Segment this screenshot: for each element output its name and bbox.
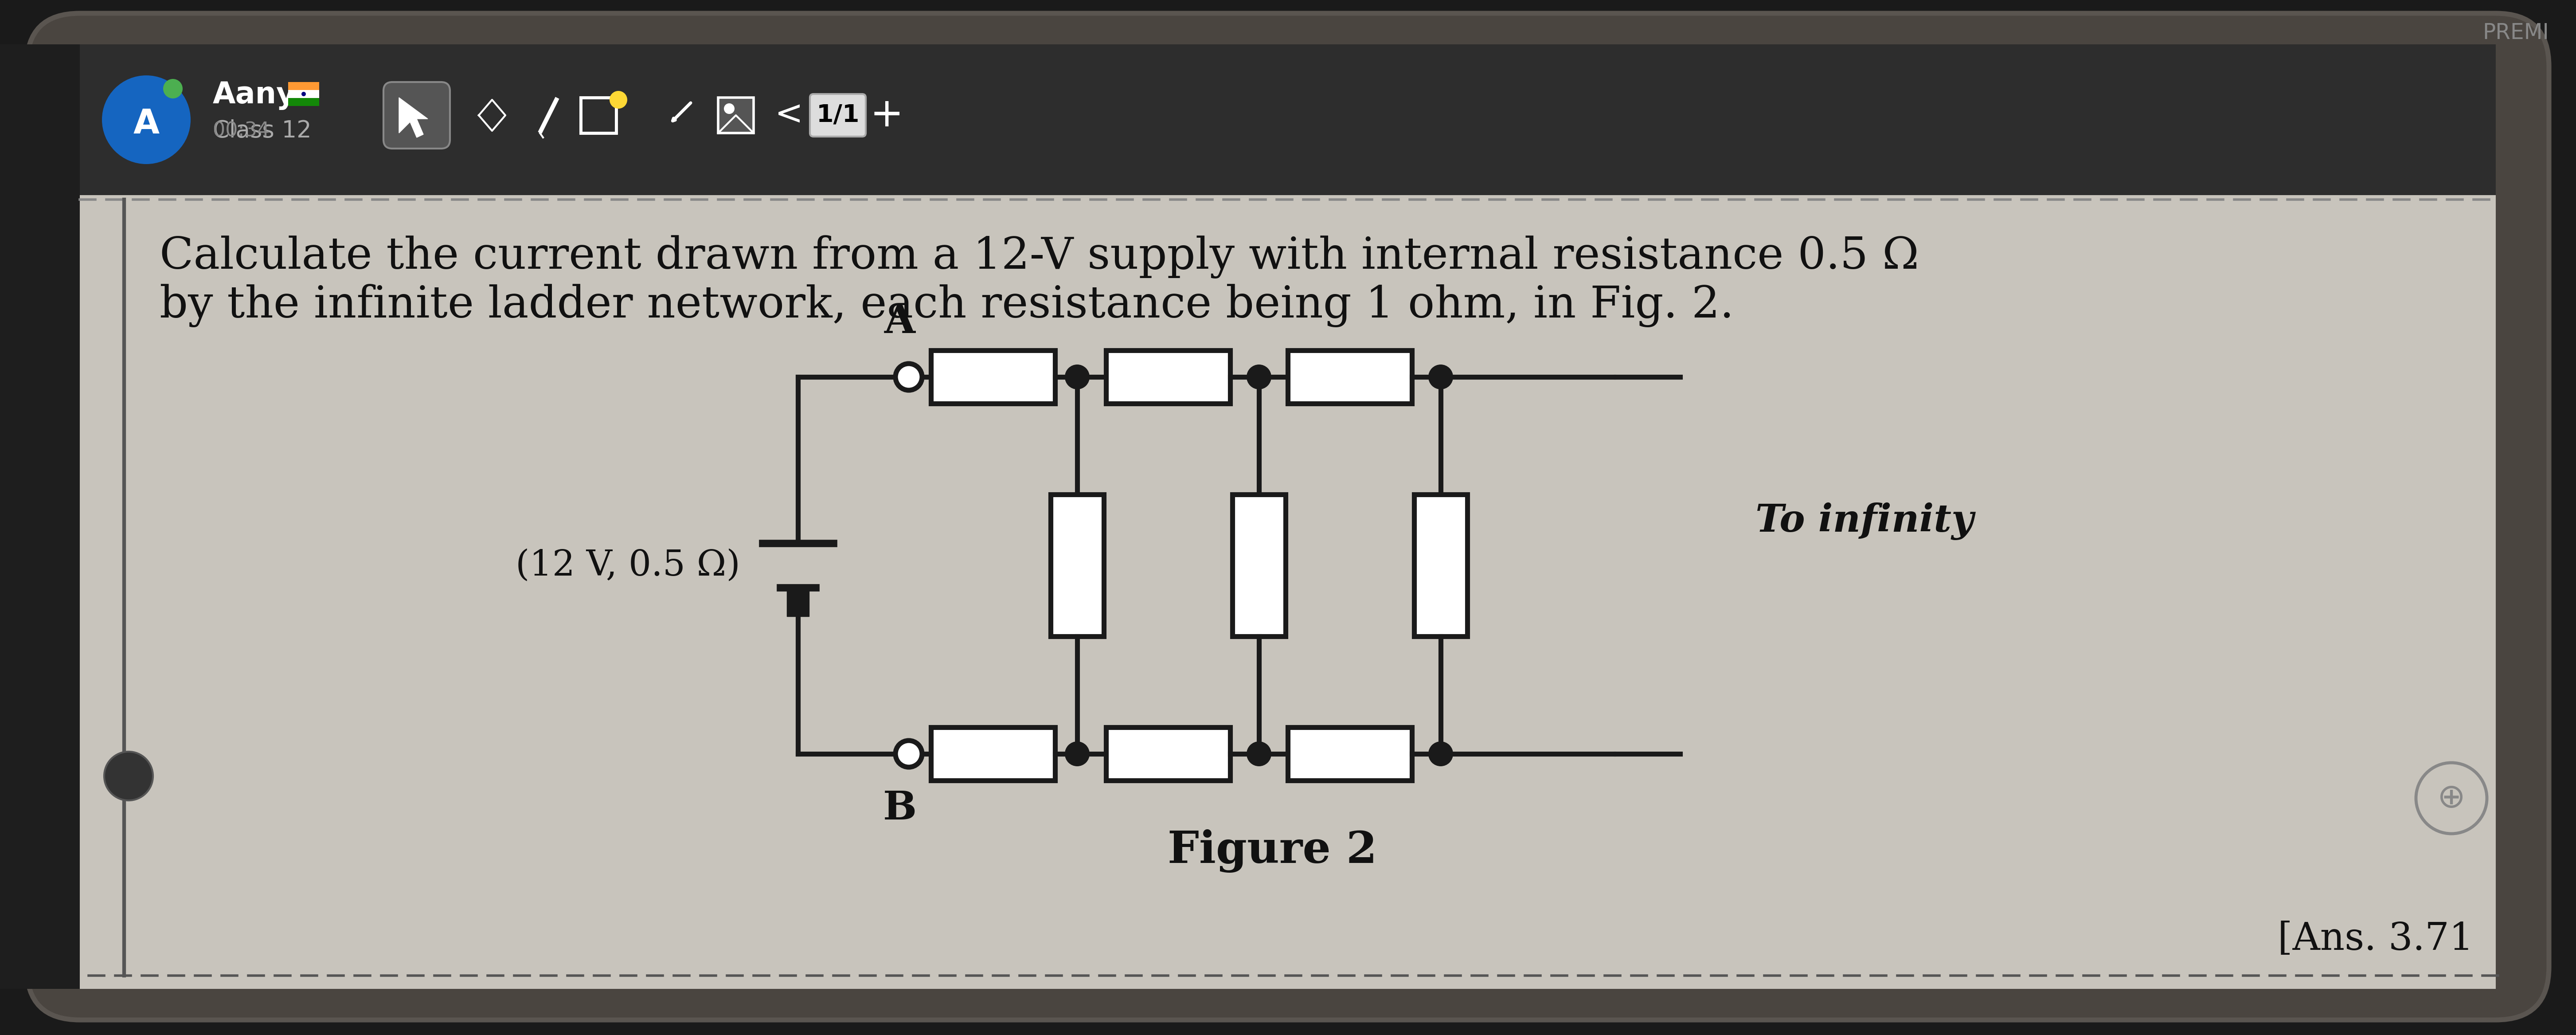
- Text: <: <: [775, 99, 804, 131]
- Circle shape: [1247, 741, 1273, 766]
- Text: ⊕: ⊕: [2437, 781, 2465, 815]
- Text: +: +: [871, 96, 904, 135]
- Bar: [1288, 728, 1412, 780]
- Bar: [1231, 495, 1285, 637]
- Bar: [1105, 728, 1231, 780]
- Text: 00:34: 00:34: [214, 121, 294, 141]
- Circle shape: [1247, 364, 1273, 389]
- FancyBboxPatch shape: [384, 82, 451, 149]
- Bar: [289, 90, 319, 98]
- Bar: [930, 350, 1056, 404]
- Bar: [930, 728, 1056, 780]
- Circle shape: [1064, 741, 1090, 766]
- Text: To infinity: To infinity: [1754, 502, 1973, 540]
- Circle shape: [1064, 364, 1090, 389]
- Text: 1/1: 1/1: [817, 104, 860, 127]
- Bar: [289, 82, 319, 90]
- Text: Figure 2: Figure 2: [1167, 829, 1378, 873]
- Circle shape: [724, 104, 734, 114]
- Bar: [580, 97, 616, 134]
- Text: Aanya: Aanya: [214, 81, 317, 110]
- Circle shape: [301, 92, 307, 96]
- Circle shape: [103, 76, 191, 165]
- Bar: [80, 196, 2496, 988]
- Circle shape: [896, 741, 922, 767]
- Bar: [1051, 495, 1103, 637]
- Polygon shape: [399, 97, 428, 138]
- Bar: [1105, 350, 1231, 404]
- Bar: [1288, 350, 1412, 404]
- Text: Calculate the current drawn from a 12-V supply with internal resistance 0.5 Ω: Calculate the current drawn from a 12-V …: [160, 235, 1919, 278]
- Bar: [1414, 495, 1468, 637]
- Text: B: B: [884, 790, 917, 828]
- Text: [Ans. 3.71: [Ans. 3.71: [2277, 921, 2473, 957]
- Bar: [786, 590, 809, 617]
- Text: A: A: [134, 108, 160, 141]
- Text: A: A: [884, 303, 914, 342]
- FancyBboxPatch shape: [80, 45, 2496, 988]
- Text: Class 12: Class 12: [214, 119, 312, 143]
- Bar: [0, 45, 82, 988]
- Bar: [719, 97, 755, 134]
- Circle shape: [1427, 364, 1453, 389]
- Text: (12 V, 0.5 Ω): (12 V, 0.5 Ω): [515, 549, 739, 583]
- Circle shape: [103, 751, 152, 800]
- Bar: [289, 98, 319, 106]
- Circle shape: [896, 363, 922, 390]
- FancyBboxPatch shape: [26, 13, 2550, 1019]
- Text: PREMI: PREMI: [2483, 22, 2550, 43]
- Bar: [80, 45, 2496, 196]
- FancyBboxPatch shape: [809, 94, 866, 137]
- Text: by the infinite ladder network, each resistance being 1 ohm, in Fig. 2.: by the infinite ladder network, each res…: [160, 284, 1734, 327]
- Circle shape: [162, 79, 183, 98]
- Circle shape: [611, 91, 629, 109]
- Circle shape: [1427, 741, 1453, 766]
